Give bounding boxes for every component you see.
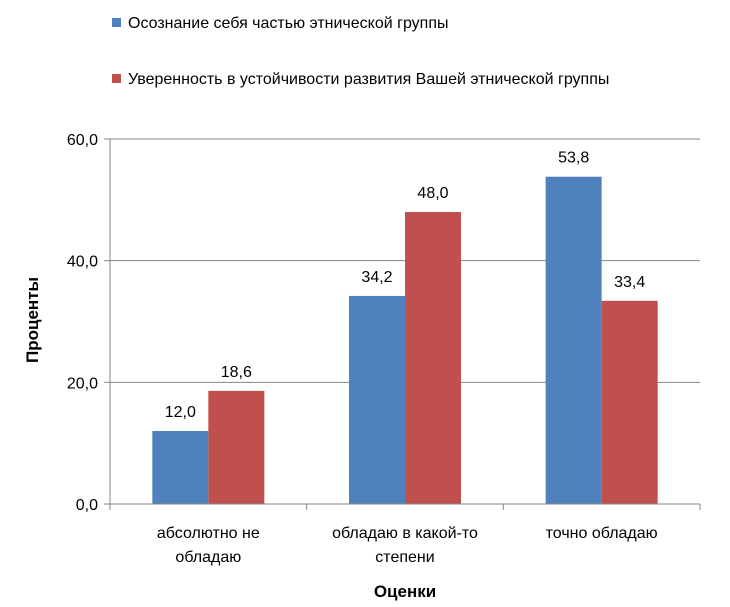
legend-label-2: Уверенность в устойчивости развития Ваше… xyxy=(128,71,609,88)
bar-series1-2 xyxy=(349,295,405,504)
bar-series2-1 xyxy=(208,390,265,504)
labels: 0,0 20,0 40,0 60,0 12,0 18,6 абсолютно не облад… xyxy=(67,132,658,566)
bar-series1-1 xyxy=(152,431,209,504)
x-category-label: точно обладаю xyxy=(546,525,658,542)
bar-series2-2 xyxy=(405,212,461,504)
data-label: 12,0 xyxy=(165,404,196,421)
data-label: 34,2 xyxy=(361,269,392,286)
data-label: 33,4 xyxy=(614,274,645,291)
bar-series1-3 xyxy=(545,176,602,504)
legend-label-1: Осознание себя частью этнической группы xyxy=(128,15,449,32)
y-axis-title: Проценты xyxy=(23,277,42,363)
x-category-label: степени xyxy=(375,549,434,566)
axes xyxy=(104,138,701,510)
bars xyxy=(152,176,658,504)
data-label: 48,0 xyxy=(417,185,448,202)
data-label: 53,8 xyxy=(558,150,589,167)
legend-swatch-2 xyxy=(112,74,121,83)
x-axis-title: Оценки xyxy=(374,582,436,601)
x-category-label: абсолютно не xyxy=(157,525,260,542)
y-tick-label: 0,0 xyxy=(76,497,98,514)
data-label: 18,6 xyxy=(221,364,252,381)
y-tick-label: 20,0 xyxy=(67,375,98,392)
legend-swatch-1 xyxy=(112,18,121,27)
bar-series2-3 xyxy=(601,300,658,504)
x-category-label: обладаю в какой-то xyxy=(332,525,478,542)
y-tick-label: 40,0 xyxy=(67,254,98,271)
x-category-label: обладаю xyxy=(175,549,241,566)
legend: Осознание себя частью этнической группы У… xyxy=(112,15,609,88)
y-tick-label: 60,0 xyxy=(67,132,98,149)
